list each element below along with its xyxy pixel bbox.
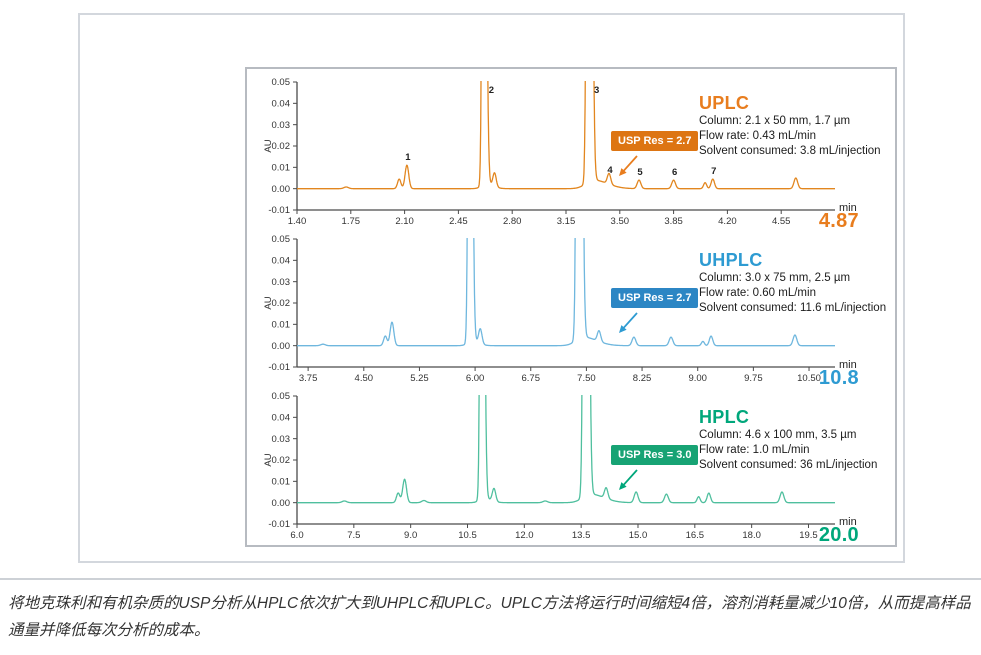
svg-text:3.75: 3.75 — [299, 373, 318, 384]
svg-text:9.0: 9.0 — [404, 530, 417, 541]
uplc-solvent-consumed: Solvent consumed: 3.8 mL/injection — [699, 145, 881, 157]
svg-text:1.40: 1.40 — [288, 216, 307, 227]
uhplc-plot-canvas: 0.05 0.04 0.03 0.02 0.01 0.00 -0.01 3.75 4.50 5.2… — [263, 234, 835, 384]
svg-text:15.0: 15.0 — [629, 530, 648, 541]
svg-text:5: 5 — [637, 167, 643, 178]
chromatogram-figure: 0.05 0.04 0.03 0.02 0.01 0.00 -0.01 1.40 1.75 2.1… — [245, 67, 897, 547]
svg-text:2.45: 2.45 — [449, 216, 468, 227]
hplc-column-spec: Column: 4.6 x 100 mm, 3.5 µm — [699, 429, 857, 441]
svg-text:0.00: 0.00 — [272, 184, 291, 195]
uhplc-column-spec: Column: 3.0 x 75 mm, 2.5 µm — [699, 272, 851, 284]
svg-text:18.0: 18.0 — [742, 530, 761, 541]
hplc-flow-rate: Flow rate: 1.0 mL/min — [699, 444, 810, 456]
svg-text:7: 7 — [711, 166, 716, 177]
svg-text:9.75: 9.75 — [744, 373, 763, 384]
svg-text:0.04: 0.04 — [272, 99, 291, 110]
horizontal-divider — [0, 578, 981, 580]
svg-text:AU: AU — [263, 453, 274, 466]
uhplc-panel: 0.05 0.04 0.03 0.02 0.01 0.00 -0.01 3.75 4.50 5.2… — [247, 226, 899, 389]
svg-text:0.02: 0.02 — [272, 298, 291, 309]
svg-text:1.75: 1.75 — [342, 216, 361, 227]
svg-text:13.5: 13.5 — [572, 530, 591, 541]
figure-box: 0.05 0.04 0.03 0.02 0.01 0.00 -0.01 1.40 1.75 2.1… — [78, 13, 905, 563]
svg-text:0.05: 0.05 — [272, 77, 291, 88]
uplc-min-unit-label: min — [839, 202, 857, 214]
svg-text:0.02: 0.02 — [272, 141, 291, 152]
svg-text:6.75: 6.75 — [522, 373, 541, 384]
uhplc-flow-rate: Flow rate: 0.60 mL/min — [699, 287, 816, 299]
svg-text:19.5: 19.5 — [799, 530, 818, 541]
svg-text:8.25: 8.25 — [633, 373, 652, 384]
hplc-total-runtime: 20.0 — [818, 524, 859, 546]
svg-text:7.50: 7.50 — [577, 373, 596, 384]
svg-text:7.5: 7.5 — [347, 530, 360, 541]
svg-text:2.10: 2.10 — [395, 216, 414, 227]
svg-text:5.25: 5.25 — [410, 373, 429, 384]
svg-text:2: 2 — [489, 85, 494, 96]
svg-text:10.50: 10.50 — [797, 373, 821, 384]
svg-text:4.20: 4.20 — [718, 216, 737, 227]
svg-text:12.0: 12.0 — [515, 530, 534, 541]
hplc-min-unit-label: min — [839, 516, 857, 528]
uhplc-min-unit-label: min — [839, 359, 857, 371]
uplc-total-runtime: 4.87 — [818, 210, 859, 232]
svg-text:4.50: 4.50 — [355, 373, 374, 384]
svg-text:0.00: 0.00 — [272, 341, 291, 352]
svg-text:0.01: 0.01 — [272, 163, 291, 174]
svg-text:3: 3 — [594, 85, 599, 96]
svg-text:0.01: 0.01 — [272, 320, 291, 331]
svg-text:0.01: 0.01 — [272, 477, 291, 488]
svg-text:0.04: 0.04 — [272, 413, 291, 424]
svg-text:-0.01: -0.01 — [268, 519, 290, 530]
hplc-info-block: HPLC Column: 4.6 x 100 mm, 3.5 µm Flow r… — [699, 407, 899, 473]
svg-text:10.5: 10.5 — [458, 530, 477, 541]
svg-text:-0.01: -0.01 — [268, 362, 290, 373]
uplc-usp-res-badge: USP Res = 2.7 — [611, 131, 699, 151]
svg-text:0.03: 0.03 — [272, 120, 291, 131]
svg-text:6: 6 — [672, 167, 677, 178]
svg-text:0.05: 0.05 — [272, 234, 291, 245]
uhplc-usp-res-badge: USP Res = 2.7 — [611, 288, 699, 308]
hplc-plot-canvas: 0.05 0.04 0.03 0.02 0.01 0.00 -0.016.0 7.5 9.0 10… — [263, 391, 835, 541]
svg-text:3.50: 3.50 — [611, 216, 630, 227]
svg-text:0.05: 0.05 — [272, 391, 291, 402]
svg-text:3.15: 3.15 — [557, 216, 576, 227]
svg-text:AU: AU — [263, 296, 274, 309]
hplc-panel: 0.05 0.04 0.03 0.02 0.01 0.00 -0.01 6.0 7.5 9.0 10… — [247, 383, 899, 546]
svg-text:0.03: 0.03 — [272, 277, 291, 288]
uplc-info-block: UPLC Column: 2.1 x 50 mm, 1.7 µm Flow ra… — [699, 93, 899, 159]
svg-text:0.04: 0.04 — [272, 256, 291, 267]
uplc-flow-rate: Flow rate: 0.43 mL/min — [699, 130, 816, 142]
svg-text:0.00: 0.00 — [272, 498, 291, 509]
uhplc-info-block: UHPLC Column: 3.0 x 75 mm, 2.5 µm Flow r… — [699, 250, 899, 316]
svg-text:4: 4 — [607, 165, 613, 176]
hplc-solvent-consumed: Solvent consumed: 36 mL/injection — [699, 459, 878, 471]
uhplc-total-runtime: 10.8 — [818, 367, 859, 389]
svg-text:4.55: 4.55 — [772, 216, 791, 227]
hplc-usp-res-badge: USP Res = 3.0 — [611, 445, 699, 465]
svg-text:16.5: 16.5 — [686, 530, 705, 541]
uplc-panel: 0.05 0.04 0.03 0.02 0.01 0.00 -0.01 1.40 1.75 2.1… — [247, 69, 899, 232]
uplc-title: UPLC — [699, 93, 750, 113]
svg-text:-0.01: -0.01 — [268, 205, 290, 216]
hplc-title: HPLC — [699, 407, 750, 427]
svg-text:6.00: 6.00 — [466, 373, 485, 384]
svg-text:2.80: 2.80 — [503, 216, 522, 227]
uplc-plot-canvas: 0.05 0.04 0.03 0.02 0.01 0.00 -0.011.40 1.75 2.1… — [263, 77, 835, 227]
svg-text:6.0: 6.0 — [290, 530, 303, 541]
svg-text:9.00: 9.00 — [688, 373, 707, 384]
uhplc-solvent-consumed: Solvent consumed: 11.6 mL/injection — [699, 302, 887, 314]
uplc-column-spec: Column: 2.1 x 50 mm, 1.7 µm — [699, 115, 851, 127]
figure-caption: 将地克珠利和有机杂质的USP分析从HPLC依次扩大到UHPLC和UPLC。UPL… — [8, 595, 971, 639]
uhplc-title: UHPLC — [699, 250, 763, 270]
svg-text:AU: AU — [263, 139, 274, 152]
svg-text:0.03: 0.03 — [272, 434, 291, 445]
svg-text:1: 1 — [405, 152, 411, 163]
svg-text:0.02: 0.02 — [272, 455, 291, 466]
svg-text:3.85: 3.85 — [664, 216, 683, 227]
